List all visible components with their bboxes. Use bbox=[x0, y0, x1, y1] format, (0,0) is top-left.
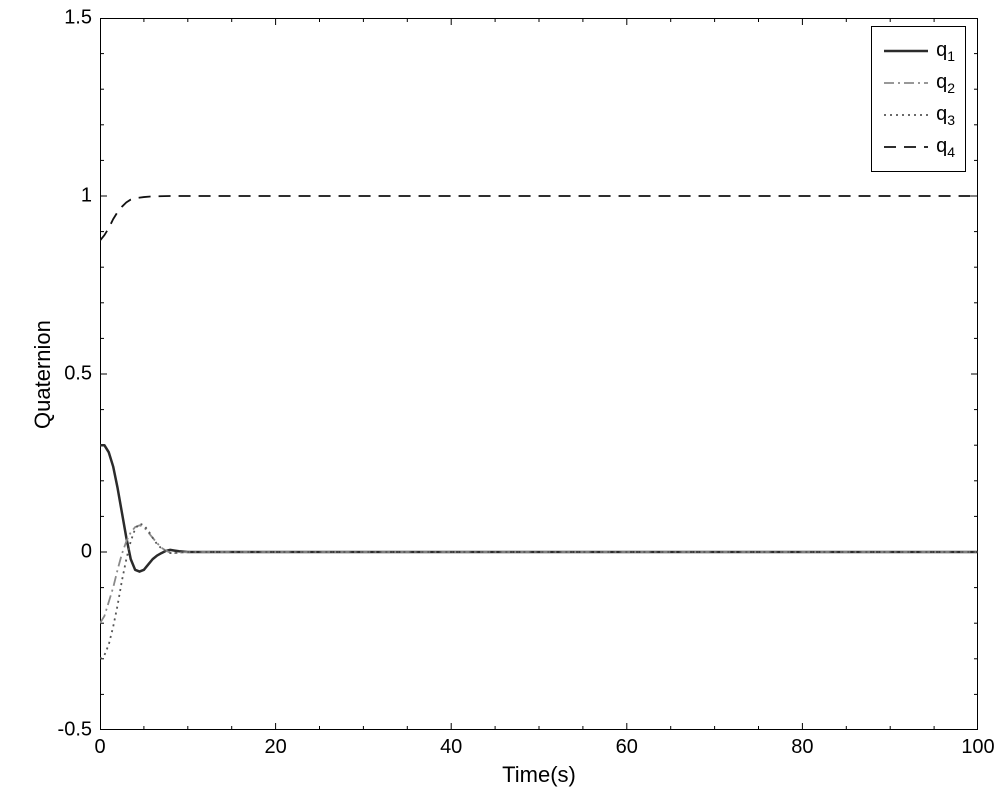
legend-sample-q1 bbox=[882, 35, 930, 67]
x-tick-label: 100 bbox=[961, 736, 994, 759]
legend-item-q1: q1 bbox=[882, 35, 955, 67]
legend-item-q3: q3 bbox=[882, 99, 955, 131]
y-tick-label: 1.5 bbox=[64, 7, 92, 30]
x-tick-label: 20 bbox=[264, 736, 286, 759]
legend-label-q2: q2 bbox=[936, 71, 955, 96]
plot-area bbox=[100, 18, 978, 730]
x-tick-label: 0 bbox=[94, 736, 105, 759]
legend-item-q4: q4 bbox=[882, 131, 955, 163]
quaternion-chart: 020406080100 -0.500.511.5 Time(s) Quater… bbox=[0, 0, 1000, 795]
legend: q1 q2 q3 q4 bbox=[871, 26, 966, 172]
x-axis-label: Time(s) bbox=[502, 762, 576, 788]
y-tick-label: 0.5 bbox=[64, 363, 92, 386]
y-tick-label: 1 bbox=[81, 185, 92, 208]
x-tick-label: 80 bbox=[791, 736, 813, 759]
y-axis-label: Quaternion bbox=[30, 320, 56, 429]
x-tick-label: 60 bbox=[616, 736, 638, 759]
y-tick-label: 0 bbox=[81, 541, 92, 564]
legend-sample-q3 bbox=[882, 99, 930, 131]
legend-sample-q4 bbox=[882, 131, 930, 163]
legend-sample-q2 bbox=[882, 67, 930, 99]
legend-label-q1: q1 bbox=[936, 39, 955, 64]
plot-svg bbox=[100, 18, 978, 730]
legend-label-q3: q3 bbox=[936, 103, 955, 128]
y-tick-label: -0.5 bbox=[58, 719, 92, 742]
legend-label-q4: q4 bbox=[936, 135, 955, 160]
x-tick-label: 40 bbox=[440, 736, 462, 759]
legend-item-q2: q2 bbox=[882, 67, 955, 99]
